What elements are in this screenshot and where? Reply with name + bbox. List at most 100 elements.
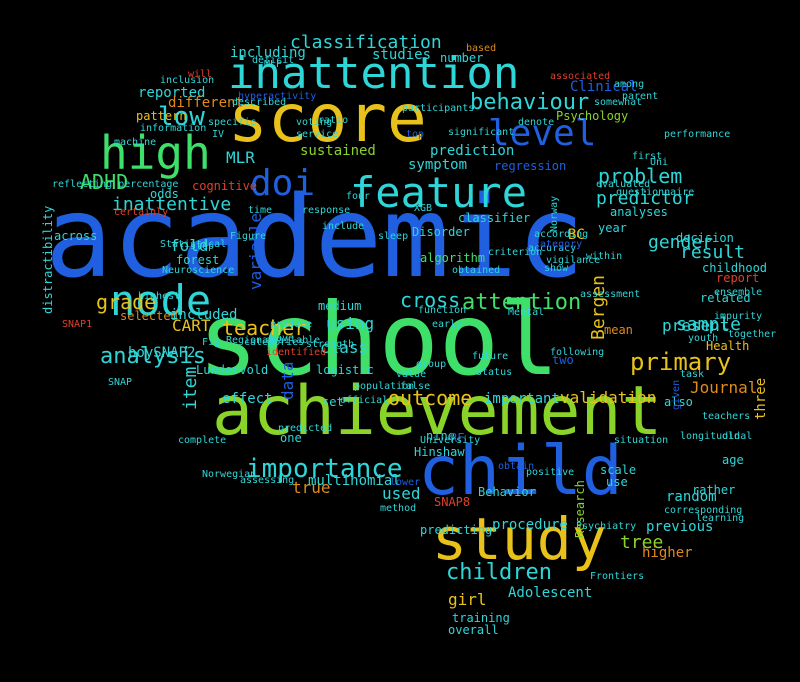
word-teacher: teacher [222,316,307,340]
word-evaluated: evaluated [596,179,651,190]
word-included: included [170,307,238,323]
word-cognitive: cognitive [192,179,258,193]
word-predicting: predicting [420,523,493,537]
word-will: will [188,69,213,80]
word-journal: Journal [690,378,758,397]
word-nine: nine [426,429,455,443]
word-categories: categories [244,337,305,348]
word-lower: lower [390,477,421,488]
word-higher: higher [642,545,693,561]
word-reflecting-percentage: reflecting percentage [52,179,179,190]
word-algorithm: algorithm [420,251,486,265]
word-deficit: deficit [252,55,295,66]
word-primary: primary [630,348,732,376]
word-data: data [278,361,297,400]
word-identified: identified [266,347,327,358]
word-ensemble: ensemble [714,287,763,298]
word-two: two [552,353,574,367]
word-girl: girl [448,590,487,609]
word-xgb: XGB [414,203,433,214]
word-adolescent: Adolescent [508,585,593,601]
word-previous: previous [646,519,714,535]
word-within: within [586,251,623,262]
word-longitudinal: longitudinal [680,431,753,442]
word-assessing: assessing [240,475,295,486]
word-clinical: Clinical [570,79,638,95]
word-assessment: assessment [580,289,641,300]
word-outcome: outcome [388,386,473,410]
word-selected: selected [120,309,178,323]
word-rf: RF [450,431,465,445]
word-time: time [248,205,273,216]
word-hyperactivity: hyperactivity [238,91,317,102]
word-snap1: SNAP1 [62,319,93,330]
word-number: number [440,51,484,65]
word-year: year [598,221,627,235]
word-present: present [662,316,730,335]
word-figure: Figure [230,231,267,242]
word-norway: Norway [549,195,560,232]
word-response: response [302,205,351,216]
word-one: one [280,431,302,445]
word-status: status [476,367,513,378]
word-validation: validation [560,388,657,407]
word-performance: performance [664,129,731,140]
word-fig: Fig [202,337,221,348]
word-available: available [266,335,321,346]
word-learning: learning [696,513,745,524]
word-uni: Uni [650,157,669,168]
word-analyses: analyses [610,205,668,219]
word-questionnaire: questionnaire [616,187,695,198]
word-classification: classification [290,32,442,53]
word-parent: parent [622,91,659,102]
word-childhood: childhood [702,261,768,275]
word-youth: youth [688,333,719,344]
word-inclusion: inclusion [160,75,215,86]
word-age: age [722,453,744,467]
word-sleep: sleep [378,231,409,242]
word-inattention: inattention [228,48,520,99]
word-official: official [340,395,389,406]
word-achievement: achievement [212,372,663,451]
word-disorder: Disorder [412,225,470,239]
word-also: also [664,395,693,409]
word-across: across [54,229,98,243]
word-random: random [666,489,717,505]
word-given: given [671,379,682,410]
word-distractibility: distractibility [41,205,55,314]
word-somewhat: somewhat [594,97,643,108]
word-health: Health [706,339,750,353]
word-related: related [700,291,751,305]
word-tree: tree [620,532,664,553]
word-service: service [296,129,339,140]
word-pattern: pattern [136,109,187,123]
word-class: class [320,338,369,357]
word-voting: voting [296,117,333,128]
word-value: value [396,369,427,380]
word-iv: IV [212,129,225,140]
word-mlp: MLP [264,59,283,70]
word-according: according [534,229,589,240]
word-highest: highest [138,291,181,302]
word-university: University [420,435,481,446]
word-analysis: analysis [100,344,206,369]
word-problem: problem [598,164,683,188]
word-function: function [418,305,467,316]
word-method: method [380,503,417,514]
word-effect: effect [222,391,273,407]
word-rather: rather [692,483,736,497]
word-cross: cross [400,288,461,312]
word-criterion: criterion [488,247,543,258]
word-obtain: obtain [498,461,535,472]
word-children: children [446,560,552,585]
word-snap: SNAP [108,377,133,388]
word-use: use [606,475,628,489]
word-decision: decision [676,231,734,245]
word-false: false [400,381,431,392]
word-attention: attention [462,290,582,315]
word-result: result [680,242,746,263]
word-school: school [198,281,560,398]
word-neuroscience: Neuroscience [162,265,235,276]
word-predicted: predicted [278,423,333,434]
